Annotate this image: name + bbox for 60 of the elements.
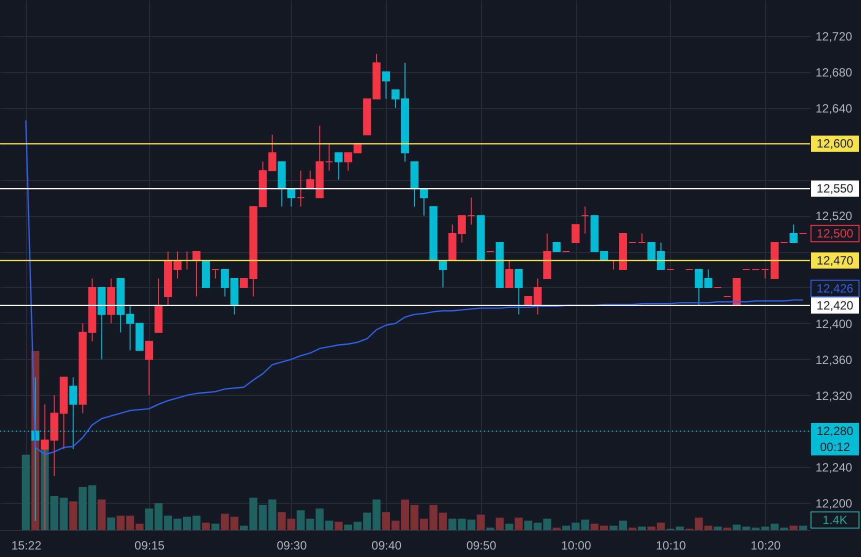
candlestick xyxy=(581,206,590,234)
candlestick xyxy=(192,251,200,297)
x-tick-label: 09:40 xyxy=(372,538,402,552)
x-tick-label: 10:00 xyxy=(561,538,592,552)
x-tick-label: 15:22 xyxy=(11,538,42,552)
y-tick-label: 12,640 xyxy=(816,101,853,116)
candlestick xyxy=(790,224,798,244)
candlestick xyxy=(296,170,305,208)
ref-line-label: 12,470 xyxy=(816,254,854,268)
y-tick-label: 12,720 xyxy=(816,29,853,44)
bar xyxy=(202,522,210,530)
candlestick xyxy=(382,71,390,100)
candlestick xyxy=(287,188,296,208)
x-tick-label: 10:20 xyxy=(750,538,782,552)
bar xyxy=(22,454,30,530)
y-tick-label: 12,400 xyxy=(816,316,853,331)
candlestick xyxy=(572,224,580,244)
bar xyxy=(638,526,646,530)
ref-line-label: 12,600 xyxy=(816,136,854,151)
y-tick-label: 12,320 xyxy=(816,388,853,403)
candlestick xyxy=(145,340,154,396)
bar xyxy=(496,518,504,530)
y-tick-label: 12,520 xyxy=(816,209,853,224)
text: 12,500 xyxy=(816,226,854,241)
candlestick xyxy=(211,268,220,279)
bar xyxy=(714,526,722,530)
candlestick xyxy=(325,143,334,172)
bar xyxy=(476,514,485,530)
bar xyxy=(790,526,798,530)
y-tick-label: 12,200 xyxy=(816,496,853,511)
text: 00:12 xyxy=(820,440,850,454)
candlestick xyxy=(420,188,428,216)
bar xyxy=(69,501,78,530)
candlestick xyxy=(505,260,514,288)
bar xyxy=(514,518,523,530)
x-tick-label: 09:30 xyxy=(276,538,308,552)
candlestick xyxy=(334,152,343,180)
bar xyxy=(107,517,116,530)
candlestick xyxy=(638,233,646,244)
x-tick-label: 10:10 xyxy=(656,538,686,552)
bar xyxy=(799,526,808,530)
candlestick xyxy=(514,268,523,315)
y-tick-label: 12,680 xyxy=(816,65,853,80)
text: 12,426 xyxy=(816,281,854,296)
ref-line-label: 12,420 xyxy=(816,298,854,312)
bar xyxy=(334,522,343,530)
ref-line-label: 12,280 xyxy=(816,424,854,438)
candlestick xyxy=(438,260,447,288)
bar xyxy=(505,524,514,530)
y-tick-label: 12,240 xyxy=(816,460,853,475)
candlestick xyxy=(467,197,476,226)
x-tick-label: 09:50 xyxy=(466,538,497,552)
bar xyxy=(98,500,106,530)
ref-line-label: 12,550 xyxy=(816,182,854,196)
y-tick-label: 12,360 xyxy=(816,352,853,367)
text: 1.4K xyxy=(822,513,848,527)
candlestick xyxy=(761,268,770,279)
x-tick-label: 09:15 xyxy=(134,538,165,552)
bar xyxy=(211,524,220,530)
line-series xyxy=(25,120,804,456)
